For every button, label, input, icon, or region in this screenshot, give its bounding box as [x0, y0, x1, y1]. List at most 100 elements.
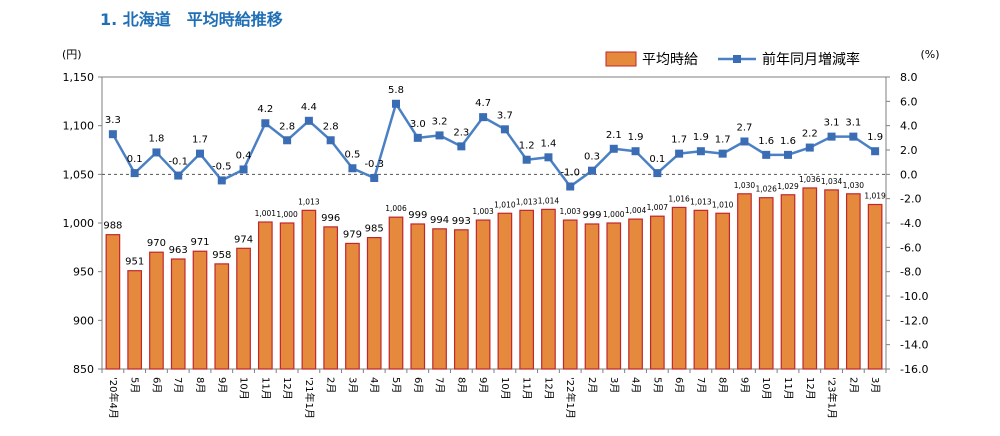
bar-value-label: 1,029	[777, 182, 799, 191]
bar	[170, 258, 186, 370]
rate-value-label: -1.0	[560, 168, 580, 179]
right-axis-tick-label: -8.0	[900, 266, 921, 279]
rate-marker	[304, 116, 313, 125]
x-axis-tick-label: 4月	[368, 377, 380, 393]
bar-value-label: 999	[582, 210, 601, 221]
x-axis-tick-label: '23年1月	[826, 377, 839, 419]
rate-marker	[784, 150, 792, 159]
rate-value-label: 1.8	[148, 133, 164, 144]
bar-value-label: 958	[212, 250, 231, 261]
bar-value-label: 970	[147, 238, 166, 249]
bar	[584, 223, 600, 370]
x-axis-tick-label: '21年1月	[303, 377, 316, 419]
rate-marker	[849, 132, 858, 141]
bar	[214, 263, 230, 370]
left-axis-tick-label: 1,150	[63, 71, 95, 84]
rate-marker	[457, 142, 466, 151]
bar-value-label: 1,036	[799, 175, 821, 184]
left-axis-tick-label: 1,050	[63, 168, 95, 181]
x-axis-tick-label: 8月	[717, 377, 729, 393]
x-axis-tick-label: 6月	[150, 377, 162, 393]
bar	[693, 209, 709, 370]
x-axis-tick-label: 3月	[608, 377, 620, 393]
bar	[867, 203, 883, 370]
bar-value-label: 993	[452, 216, 471, 227]
right-axis-tick-label: 0.0	[900, 168, 918, 181]
x-axis-tick-label: 5月	[651, 377, 663, 393]
left-axis-tick-label: 900	[73, 314, 94, 327]
rate-value-label: -0.1	[168, 157, 188, 168]
bar	[562, 219, 578, 370]
bar	[432, 228, 447, 370]
x-axis-tick-label: 3月	[346, 377, 358, 393]
x-axis-tick-label: 7月	[172, 377, 184, 393]
x-axis-tick-label: 5月	[129, 377, 141, 393]
rate-value-label: 1.2	[519, 141, 535, 152]
rate-value-label: 0.1	[127, 154, 143, 165]
rate-value-label: 4.4	[301, 102, 317, 113]
bar	[628, 218, 643, 370]
bar	[649, 215, 665, 370]
bar-value-label: 999	[408, 210, 427, 221]
bar-value-label: 1,026	[755, 185, 777, 194]
legend: 平均時給 前年同月増減率	[605, 51, 860, 68]
bar-value-label: 1,007	[647, 203, 669, 212]
x-axis-tick-label: 12月	[804, 377, 816, 400]
bar-value-label: 1,001	[255, 209, 277, 218]
x-axis-tick-label: 10月	[238, 377, 250, 400]
bar	[497, 212, 513, 370]
bar	[236, 247, 251, 370]
rate-marker	[522, 155, 531, 164]
x-axis-tick-label: 12月	[281, 377, 293, 400]
right-axis-tick-label: -12.0	[900, 314, 928, 327]
right-axis-tick-label: 6.0	[900, 95, 918, 108]
bar	[410, 223, 426, 370]
legend-bar-swatch	[605, 51, 637, 67]
rate-value-label: 1.7	[715, 135, 731, 146]
rate-marker	[283, 136, 292, 145]
bar	[519, 209, 535, 370]
bar-value-label: 1,016	[668, 194, 690, 203]
rate-marker	[196, 149, 204, 158]
bar-value-label: 963	[169, 245, 188, 256]
right-axis-tick-label: -14.0	[900, 339, 928, 352]
rate-value-label: 2.8	[323, 121, 339, 132]
rate-value-label: 2.8	[279, 121, 295, 132]
bar-value-label: 985	[365, 224, 384, 235]
rate-value-label: 2.1	[606, 130, 622, 141]
bar	[671, 206, 687, 370]
x-axis-tick-label: 9月	[477, 377, 489, 393]
rate-value-label: 3.2	[432, 116, 448, 127]
rate-marker	[696, 147, 705, 156]
bar-value-label: 1,034	[821, 177, 843, 186]
bar-value-label: 996	[321, 213, 340, 224]
x-axis-tick-label: 9月	[216, 377, 228, 393]
right-axis-tick-label: -2.0	[900, 193, 921, 206]
bar	[279, 222, 295, 370]
rate-value-label: 3.0	[410, 119, 426, 130]
legend-label-bar: 平均時給	[642, 52, 698, 68]
bar-value-label: 1,003	[472, 207, 494, 216]
right-axis-tick-label: -4.0	[900, 217, 921, 230]
x-axis-tick-label: 12月	[542, 377, 554, 400]
right-axis-unit: (%)	[920, 48, 939, 61]
right-axis-tick-label: -6.0	[900, 241, 921, 254]
rate-value-label: 1.4	[540, 138, 556, 149]
rate-marker	[588, 166, 596, 175]
bar	[323, 226, 339, 370]
bar-value-label: 1,006	[385, 204, 407, 213]
rate-value-label: 0.4	[236, 150, 252, 161]
bar-value-label: 1,014	[538, 196, 560, 205]
bar-value-label: 979	[343, 229, 362, 240]
bar	[388, 216, 404, 370]
x-axis-tick-label: 5月	[390, 377, 402, 393]
rate-marker	[631, 147, 640, 156]
bar	[737, 193, 752, 370]
rate-value-label: 3.1	[824, 118, 840, 129]
rate-value-label: -0.3	[364, 159, 384, 170]
rate-value-label: 3.1	[845, 118, 861, 129]
bar	[149, 251, 164, 370]
x-axis-tick-label: 8月	[455, 377, 467, 393]
bar-value-label: 1,003	[559, 207, 581, 216]
right-axis-tick-label: -16.0	[900, 363, 928, 376]
